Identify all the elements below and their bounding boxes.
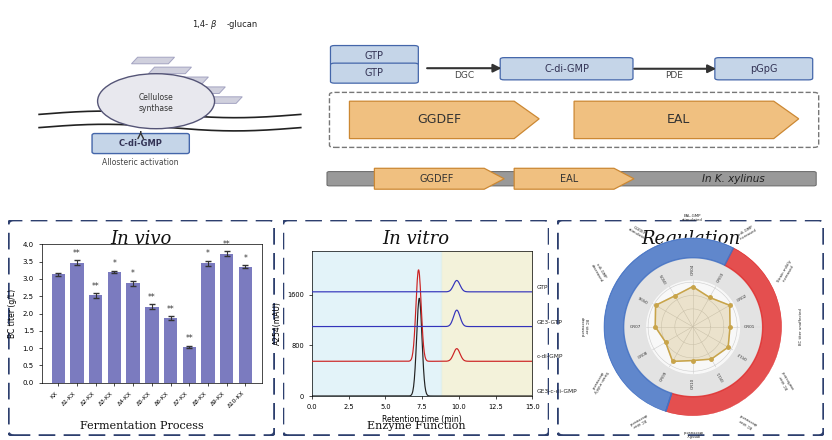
Text: **: ** [166, 305, 175, 314]
FancyBboxPatch shape [327, 172, 816, 186]
Text: GR09: GR09 [660, 370, 669, 382]
Text: **: ** [73, 249, 81, 258]
Polygon shape [349, 101, 539, 139]
Text: BC titer
decreased: BC titer decreased [736, 412, 758, 429]
FancyBboxPatch shape [500, 58, 633, 80]
Text: GR08: GR08 [637, 351, 649, 360]
Text: BC titer
unaffected: BC titer unaffected [778, 370, 795, 392]
Text: C-di-GMP: C-di-GMP [544, 64, 589, 74]
Text: $\beta$: $\beta$ [210, 18, 217, 31]
Text: Strain mildly
increased: Strain mildly increased [777, 260, 797, 285]
Text: GTP: GTP [537, 285, 548, 290]
Text: pGpG: pGpG [750, 64, 778, 74]
Text: Fermentation Process: Fermentation Process [80, 421, 203, 431]
Text: GR05: GR05 [660, 271, 669, 283]
Text: BC titer unaffected: BC titer unaffected [800, 308, 804, 345]
X-axis label: Retention time (min): Retention time (min) [383, 415, 462, 424]
FancyBboxPatch shape [330, 63, 418, 83]
Bar [182, 347, 196, 383]
Text: BC titer
decreased: BC titer decreased [627, 412, 649, 429]
Text: synthase: synthase [139, 104, 173, 114]
FancyBboxPatch shape [330, 45, 418, 66]
Text: Strain mildly
decreased: Strain mildly decreased [588, 368, 608, 394]
Text: GR11: GR11 [716, 370, 726, 382]
Polygon shape [574, 101, 799, 139]
Text: BC titer
decreased: BC titer decreased [580, 317, 588, 337]
Text: GR07: GR07 [630, 325, 641, 329]
Polygon shape [182, 87, 225, 93]
Bar [201, 263, 215, 383]
Text: DGC: DGC [454, 71, 474, 81]
Text: *: * [244, 253, 247, 263]
Bar [126, 283, 140, 383]
Bar [220, 253, 233, 383]
Text: In vitro: In vitro [383, 231, 449, 249]
Bar [164, 318, 177, 383]
Polygon shape [131, 57, 175, 64]
Text: GR01: GR01 [744, 325, 755, 329]
Text: GTP: GTP [365, 51, 384, 61]
Text: GR10: GR10 [691, 378, 695, 389]
Text: **: ** [148, 293, 156, 302]
Ellipse shape [97, 73, 215, 128]
FancyBboxPatch shape [92, 134, 190, 154]
Bar [71, 263, 84, 383]
Polygon shape [514, 168, 634, 189]
Text: GR04: GR04 [691, 264, 695, 275]
Polygon shape [199, 97, 242, 103]
Text: GGDEF
stimulated: GGDEF stimulated [627, 224, 650, 242]
Text: **: ** [92, 282, 100, 291]
Bar [239, 267, 252, 383]
Polygon shape [148, 67, 191, 73]
Text: GR03: GR03 [716, 271, 726, 283]
Text: *: * [131, 269, 135, 278]
Text: c-di-GMP
decreased: c-di-GMP decreased [590, 261, 607, 283]
Text: *: * [112, 259, 116, 268]
Text: GE3-c-di-GMP: GE3-c-di-GMP [537, 389, 577, 394]
Text: Enzyme Function: Enzyme Function [367, 421, 465, 431]
Text: BC titer
greatly
decreased: BC titer greatly decreased [682, 429, 703, 440]
Text: In vivo: In vivo [111, 231, 172, 249]
Y-axis label: A254(mAU): A254(mAU) [273, 301, 282, 345]
Text: GR12: GR12 [736, 351, 748, 360]
Text: **: ** [223, 240, 230, 249]
Text: -glucan: -glucan [227, 20, 258, 29]
FancyBboxPatch shape [715, 58, 813, 80]
Text: Allosteric activation: Allosteric activation [102, 158, 179, 167]
Text: GE3-GTP: GE3-GTP [537, 320, 563, 325]
Text: PDE: PDE [665, 71, 683, 81]
Text: EAL: EAL [667, 114, 691, 126]
Text: *: * [206, 249, 210, 258]
Polygon shape [374, 168, 504, 189]
Text: EAL-GMP
stimulated: EAL-GMP stimulated [682, 214, 703, 222]
Text: GR06: GR06 [637, 293, 649, 303]
Text: GGDEF: GGDEF [419, 174, 454, 184]
Text: In K. xylinus: In K. xylinus [702, 174, 765, 184]
Text: Cellulose: Cellulose [139, 93, 173, 103]
Text: EAL: EAL [560, 174, 578, 184]
Polygon shape [166, 77, 209, 84]
Text: C-di-GMP: C-di-GMP [119, 139, 162, 148]
Text: GR02: GR02 [736, 293, 748, 303]
Text: **: ** [186, 334, 193, 343]
Bar [107, 272, 121, 383]
Text: 1,4-: 1,4- [192, 20, 209, 29]
Text: c-di-GMP
increased: c-di-GMP increased [736, 224, 757, 241]
Polygon shape [656, 286, 730, 361]
Bar [145, 307, 159, 383]
Text: GGDEF: GGDEF [417, 114, 462, 126]
Text: c-di-GMP: c-di-GMP [537, 354, 563, 359]
Text: Regulation: Regulation [641, 231, 740, 249]
Bar [52, 275, 65, 383]
Y-axis label: BC titer (g/L): BC titer (g/L) [8, 289, 17, 338]
Bar [89, 296, 102, 383]
Text: GTP: GTP [365, 68, 384, 78]
